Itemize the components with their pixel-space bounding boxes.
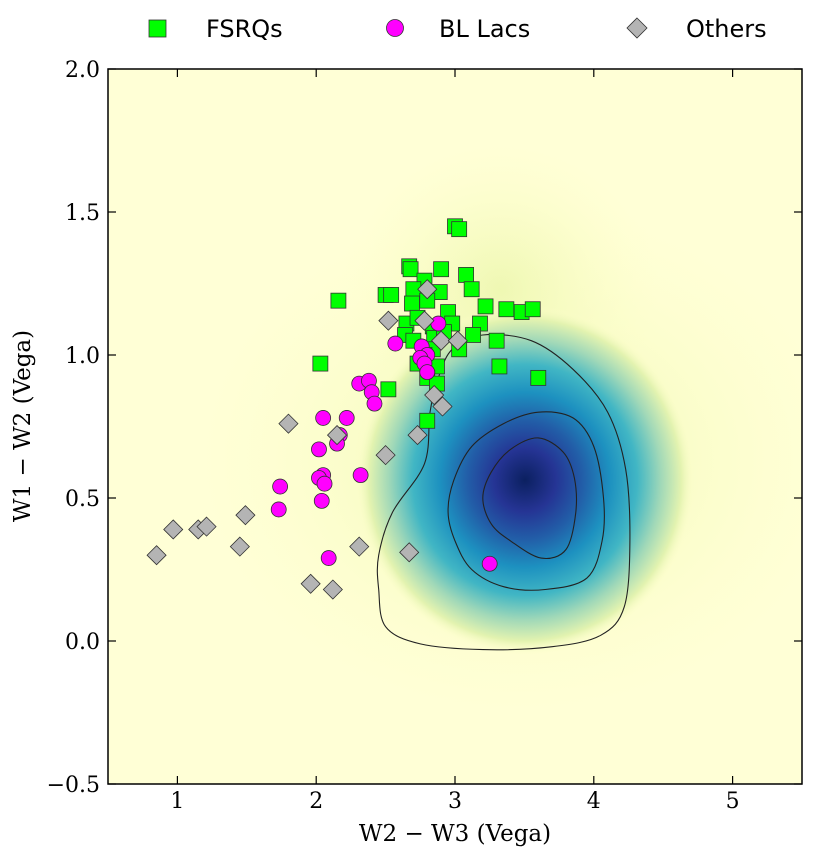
legend-fsrqs-marker — [148, 19, 167, 38]
fsrq-point — [498, 301, 515, 318]
x-tick-label: 2 — [309, 789, 323, 814]
fsrq-point — [433, 261, 450, 278]
legend-bl-lacs-label: BL Lacs — [439, 15, 530, 43]
others-point — [300, 573, 321, 594]
fsrq-point — [465, 327, 481, 343]
x-tick-label: 3 — [448, 789, 462, 814]
bl-lac-point — [320, 550, 337, 566]
y-tick-label: 0.0 — [65, 630, 100, 655]
density-core — [355, 305, 695, 655]
bl-lac-point — [272, 478, 289, 495]
bl-lac-point — [311, 441, 327, 458]
y-tick-label: 2.0 — [65, 58, 100, 83]
others-point — [407, 425, 428, 446]
legend-others-marker — [626, 17, 648, 39]
others-point — [417, 279, 438, 300]
fsrq-point — [451, 221, 468, 238]
fsrq-point — [404, 295, 420, 312]
others-point — [378, 310, 399, 331]
bl-lac-point — [316, 475, 333, 492]
bl-lac-point — [315, 410, 332, 426]
marker-layer — [146, 218, 547, 600]
y-tick-label: 1.0 — [65, 344, 100, 369]
others-point — [322, 579, 343, 600]
fsrq-point — [530, 369, 547, 386]
fsrq-point — [491, 358, 508, 375]
bl-lac-point — [387, 335, 404, 352]
x-axis-title: W2 − W3 (Vega) — [359, 821, 551, 847]
series-others — [146, 279, 468, 600]
legend-fsrqs-label: FSRQs — [206, 15, 283, 43]
others-point — [163, 519, 184, 540]
x-tick-label: 4 — [587, 789, 601, 814]
contour-line-2 — [447, 411, 605, 591]
contour-layer — [376, 333, 631, 651]
fsrq-point — [330, 292, 347, 309]
fsrq-point — [477, 298, 494, 315]
fsrq-point — [488, 332, 505, 349]
others-point — [375, 445, 396, 466]
others-point — [326, 425, 348, 446]
bl-lac-point — [338, 410, 355, 426]
fsrq-point — [458, 267, 475, 283]
contour-line-1 — [376, 333, 631, 651]
legend-item-fsrqs: FSRQs — [148, 15, 283, 43]
others-point — [431, 330, 452, 351]
others-point — [432, 396, 453, 417]
x-tick-label: 5 — [726, 789, 740, 814]
fsrq-point — [402, 261, 419, 278]
others-point — [229, 536, 250, 557]
bl-lac-point — [270, 501, 287, 518]
tick-layer: 1 2 3 4 5 −0.5 0.0 0.5 1.0 1.5 2.0 — [47, 58, 802, 814]
others-point — [278, 413, 299, 434]
y-tick-label: −0.5 — [47, 773, 100, 798]
legend-item-others: Others — [626, 15, 767, 43]
bl-lac-point — [313, 492, 330, 509]
fsrq-point — [383, 287, 400, 303]
others-point — [399, 542, 420, 563]
fsrq-point — [312, 355, 329, 372]
y-tick-label: 1.5 — [65, 201, 100, 226]
fsrq-point — [380, 381, 397, 398]
legend-others-label: Others — [686, 15, 767, 43]
others-point — [146, 545, 167, 566]
bl-lac-point — [352, 467, 369, 484]
bl-lac-point — [430, 315, 447, 332]
legend-item-bl-lacs: BL Lacs — [386, 15, 530, 43]
legend: FSRQs BL Lacs Others — [148, 15, 767, 43]
others-point — [414, 310, 435, 331]
others-point — [447, 330, 468, 351]
others-point — [196, 516, 217, 537]
others-point — [235, 505, 256, 526]
y-axis-title: W1 − W2 (Vega) — [10, 330, 36, 522]
series-bl-lacs — [270, 315, 498, 572]
fsrq-point — [419, 412, 436, 429]
bl-lac-point — [366, 395, 383, 412]
contour-line-3 — [482, 437, 578, 559]
others-point — [349, 536, 370, 557]
bl-lac-point — [419, 364, 436, 381]
fsrq-point — [524, 301, 541, 318]
x-tick-label: 1 — [170, 789, 184, 814]
fsrq-point — [463, 281, 480, 298]
y-tick-label: 0.5 — [65, 487, 100, 512]
bl-lac-point — [481, 555, 498, 572]
legend-bl-lacs-marker — [386, 19, 404, 37]
others-point — [424, 384, 445, 406]
